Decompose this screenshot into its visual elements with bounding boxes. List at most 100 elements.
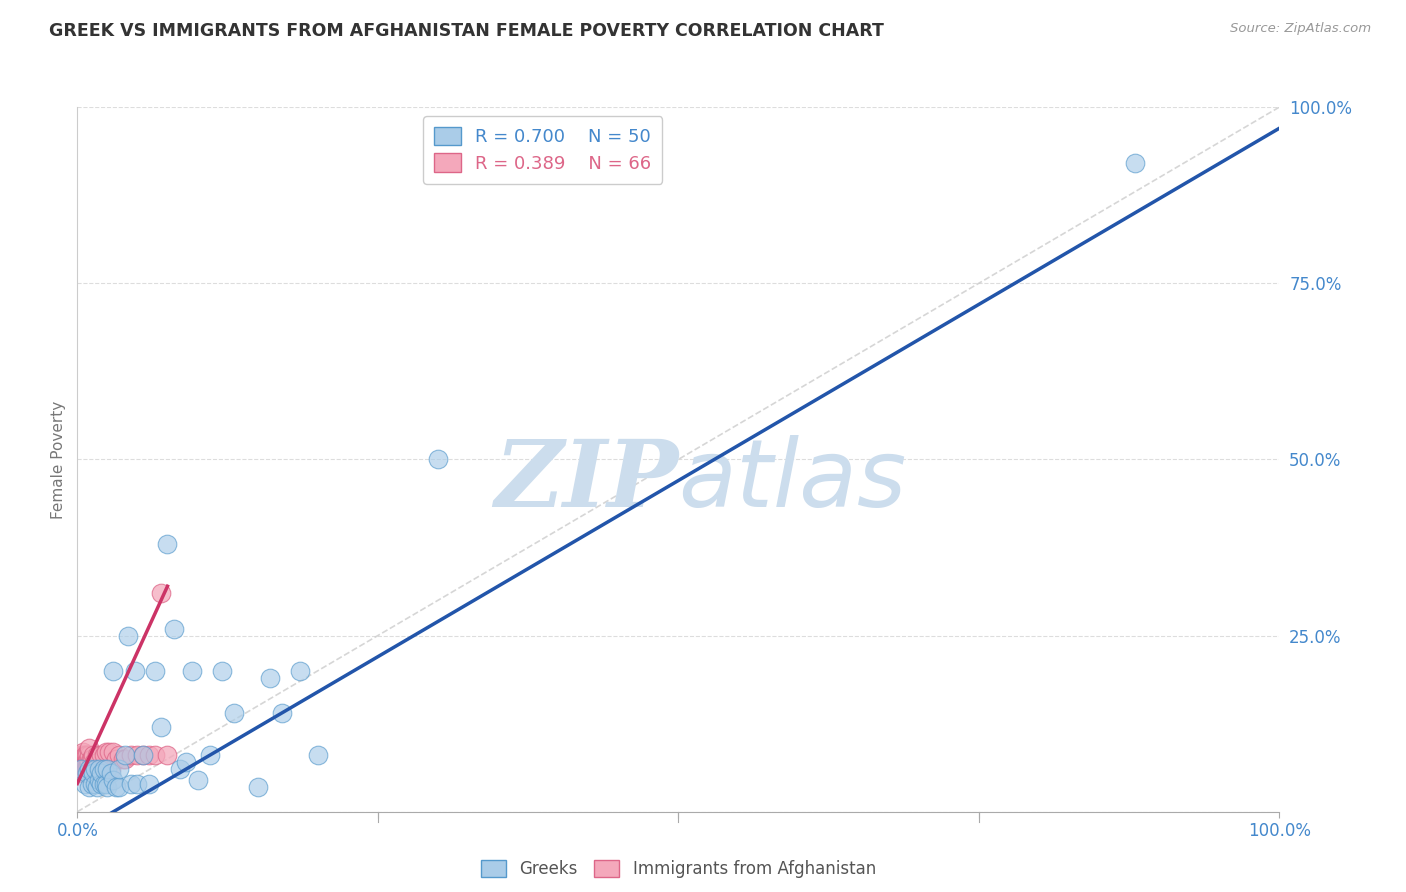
Point xyxy=(70,763,93,777)
Point xyxy=(70,756,93,770)
Point xyxy=(427,452,450,467)
Point xyxy=(79,748,101,763)
Point xyxy=(114,748,136,763)
Point xyxy=(186,772,209,787)
Legend: Greeks, Immigrants from Afghanistan: Greeks, Immigrants from Afghanistan xyxy=(474,853,883,885)
Point xyxy=(104,752,127,766)
Point xyxy=(96,776,118,790)
Point xyxy=(72,756,94,770)
Point xyxy=(93,748,115,763)
Point xyxy=(76,756,98,770)
Point xyxy=(70,748,93,763)
Point xyxy=(138,748,160,763)
Point xyxy=(80,752,103,766)
Point xyxy=(86,748,108,763)
Point xyxy=(76,766,98,780)
Point xyxy=(67,759,90,773)
Point xyxy=(87,763,110,777)
Point xyxy=(79,756,101,770)
Point xyxy=(67,756,90,770)
Point xyxy=(82,759,104,773)
Point xyxy=(80,763,103,777)
Point xyxy=(307,748,329,763)
Point xyxy=(84,763,107,777)
Point xyxy=(132,748,155,763)
Point xyxy=(97,745,120,759)
Point xyxy=(72,748,94,763)
Point xyxy=(70,756,93,770)
Point xyxy=(150,586,173,600)
Point xyxy=(180,664,202,678)
Text: Source: ZipAtlas.com: Source: ZipAtlas.com xyxy=(1230,22,1371,36)
Point xyxy=(120,748,142,763)
Point xyxy=(73,763,96,777)
Point xyxy=(198,748,221,763)
Point xyxy=(72,745,94,759)
Point xyxy=(70,759,93,773)
Point xyxy=(100,766,122,780)
Point xyxy=(259,671,281,685)
Point xyxy=(79,763,101,777)
Point xyxy=(162,622,184,636)
Point xyxy=(79,741,101,756)
Point xyxy=(156,748,179,763)
Point xyxy=(84,776,107,790)
Point xyxy=(127,748,149,763)
Point xyxy=(87,772,110,787)
Point xyxy=(96,763,118,777)
Point xyxy=(117,628,139,642)
Point xyxy=(108,748,131,763)
Point xyxy=(75,756,97,770)
Point xyxy=(73,776,96,790)
Point xyxy=(79,763,101,777)
Point xyxy=(150,720,173,734)
Point xyxy=(76,759,98,773)
Point xyxy=(120,776,142,790)
Point xyxy=(108,780,131,794)
Text: atlas: atlas xyxy=(679,435,907,526)
Point xyxy=(72,766,94,780)
Point xyxy=(75,748,97,763)
Point xyxy=(69,752,91,766)
Point xyxy=(104,780,127,794)
Point xyxy=(76,748,98,763)
Point xyxy=(127,776,149,790)
Point xyxy=(73,756,96,770)
Point xyxy=(100,763,122,777)
Point xyxy=(69,756,91,770)
Point xyxy=(103,664,125,678)
Point xyxy=(67,763,90,777)
Point xyxy=(145,664,167,678)
Point xyxy=(84,759,107,773)
Point xyxy=(77,752,100,766)
Point xyxy=(82,766,104,780)
Point xyxy=(90,776,112,790)
Point xyxy=(90,748,112,763)
Point xyxy=(73,748,96,763)
Point xyxy=(86,780,108,794)
Point xyxy=(70,759,93,773)
Point xyxy=(70,763,93,777)
Point xyxy=(270,706,292,720)
Point xyxy=(79,759,101,773)
Point xyxy=(82,748,104,763)
Point xyxy=(169,763,191,777)
Point xyxy=(1123,156,1146,170)
Point xyxy=(93,763,115,777)
Text: GREEK VS IMMIGRANTS FROM AFGHANISTAN FEMALE POVERTY CORRELATION CHART: GREEK VS IMMIGRANTS FROM AFGHANISTAN FEM… xyxy=(49,22,884,40)
Point xyxy=(70,763,93,777)
Point xyxy=(96,780,118,794)
Point xyxy=(96,745,118,759)
Point xyxy=(145,748,167,763)
Point xyxy=(288,664,311,678)
Point xyxy=(111,752,134,766)
Point xyxy=(156,537,179,551)
Point xyxy=(174,756,197,770)
Point xyxy=(246,780,269,794)
Point xyxy=(70,748,93,763)
Point xyxy=(76,763,98,777)
Point xyxy=(69,759,91,773)
Point xyxy=(79,752,101,766)
Point xyxy=(124,664,146,678)
Point xyxy=(72,759,94,773)
